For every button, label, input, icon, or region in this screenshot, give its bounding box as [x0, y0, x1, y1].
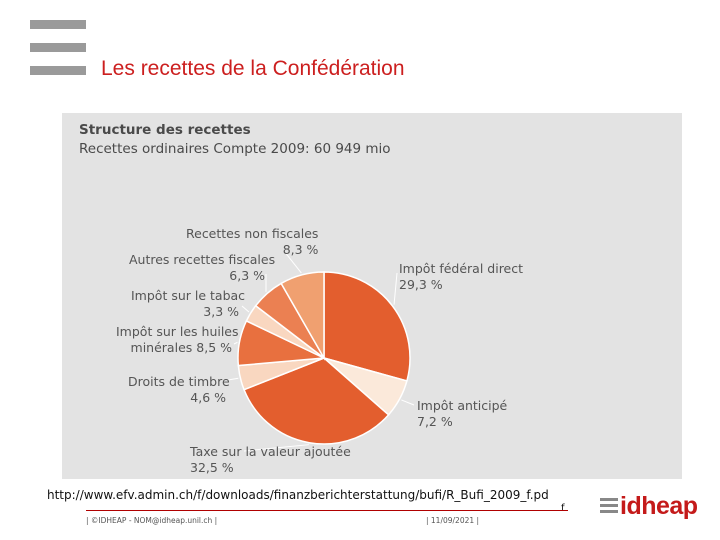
label-text: Recettes non fiscales	[186, 226, 319, 241]
leader-line-impot_anticipe	[401, 399, 415, 406]
label-non-fiscales: Recettes non fiscales 8,3 %	[186, 226, 318, 258]
idheap-logo: idheap	[600, 492, 698, 521]
logo-text: idheap	[620, 492, 698, 520]
pie-chart	[227, 250, 415, 452]
label-value: 7,2 %	[417, 414, 453, 429]
footer-copyright: | ©IDHEAP - NOM@idheap.unil.ch |	[86, 516, 218, 525]
label-text: Taxe sur la valeur ajoutée	[190, 444, 351, 459]
label-value: 8,3 %	[282, 242, 319, 257]
label-timbre: Droits de timbre 4,6 %	[128, 374, 230, 406]
footer-rule	[86, 510, 568, 511]
menu-bars-icon	[30, 20, 86, 89]
label-text: Impôt anticipé	[417, 398, 508, 413]
label-value: 8,5 %	[196, 340, 232, 355]
pie-slice-impot_federal_direct	[323, 271, 411, 382]
leader-line-tva	[243, 444, 309, 452]
label-anticipe: Impôt anticipé 7,2 %	[417, 398, 507, 430]
leader-line-non_fiscales	[283, 250, 302, 274]
label-value: 6,3 %	[229, 268, 265, 283]
label-value: 29,3 %	[399, 277, 443, 292]
label-text: Impôt sur le tabac	[131, 288, 246, 303]
source-url-tail: f	[561, 503, 565, 514]
label-value: 3,3 %	[203, 304, 239, 319]
label-text-2: minérales	[130, 340, 193, 355]
leader-line-impot_huiles	[233, 341, 238, 345]
label-text: Droits de timbre	[128, 374, 230, 389]
slide-title: Les recettes de la Confédération	[101, 57, 405, 80]
label-autres-fiscales: Autres recettes fiscales 6,3 %	[129, 252, 276, 284]
pie-slice-non_fiscales	[280, 271, 325, 361]
footer-date: | 11/09/2021 |	[426, 516, 480, 525]
leader-line-impot_federal_direct	[393, 272, 398, 305]
leader-line-droits_timbre	[227, 377, 239, 381]
label-huiles: Impôt sur les huiles minérales 8,5 %	[116, 324, 239, 356]
label-ifd: Impôt fédéral direct 29,3 %	[399, 261, 523, 293]
label-text: Impôt fédéral direct	[399, 261, 524, 276]
label-text: Impôt sur les huiles	[116, 324, 239, 339]
label-tabac: Impôt sur le tabac 3,3 %	[131, 288, 246, 320]
leader-line-impot_tabac	[241, 305, 250, 313]
source-url[interactable]: http://www.efv.admin.ch/f/downloads/fina…	[47, 488, 549, 502]
chart-title: Structure des recettes	[79, 122, 251, 138]
chart-subtitle: Recettes ordinaires Compte 2009: 60 949 …	[79, 141, 391, 157]
logo-lines-icon	[600, 497, 618, 516]
label-tva: Taxe sur la valeur ajoutée 32,5 %	[190, 444, 351, 476]
pie-slice-tva	[243, 357, 390, 445]
label-value: 4,6 %	[190, 390, 226, 405]
chart-panel: Structure des recettes Recettes ordinair…	[62, 113, 682, 479]
label-value: 32,5 %	[190, 460, 234, 475]
label-text: Autres recettes fiscales	[129, 252, 276, 267]
